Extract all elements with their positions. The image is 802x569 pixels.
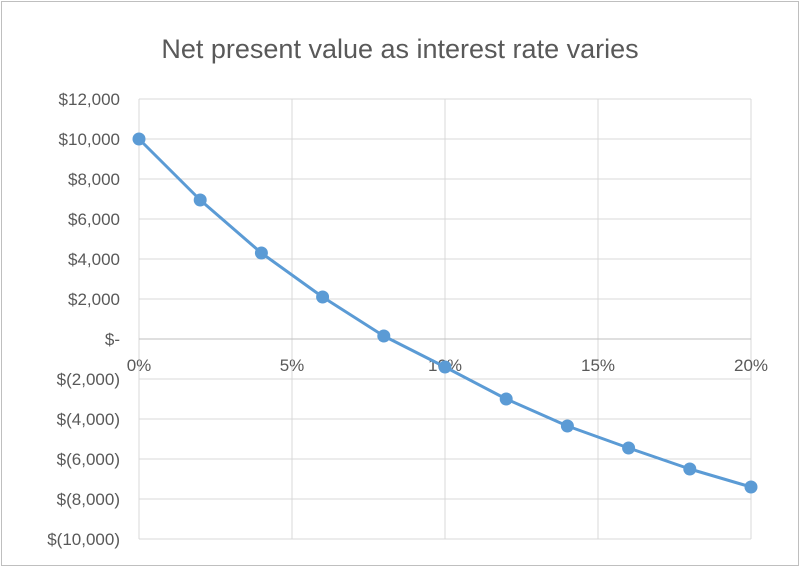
y-tick-label: $-: [105, 330, 120, 349]
data-point: [132, 132, 146, 146]
y-tick-label: $(6,000): [57, 450, 120, 469]
x-tick-label: 0%: [127, 356, 152, 375]
data-point: [193, 193, 207, 207]
x-tick-label: 15%: [581, 356, 615, 375]
y-tick-label: $2,000: [68, 290, 120, 309]
x-tick-label: 20%: [734, 356, 768, 375]
data-point: [499, 392, 513, 406]
data-point: [744, 480, 758, 494]
data-point: [254, 246, 268, 260]
chart-title: Net present value as interest rate varie…: [161, 34, 638, 64]
y-tick-label: $8,000: [68, 170, 120, 189]
data-point: [622, 441, 636, 455]
data-point: [438, 360, 452, 374]
y-tick-label: $6,000: [68, 210, 120, 229]
y-axis-ticks: $12,000 $10,000 $8,000 $6,000 $4,000 $2,000 $-…: [47, 90, 120, 549]
data-point: [316, 290, 330, 304]
y-tick-label: $12,000: [59, 90, 120, 109]
y-tick-label: $10,000: [59, 130, 120, 149]
y-tick-label: $(10,000): [47, 530, 120, 549]
data-point: [683, 462, 697, 476]
series: [132, 132, 758, 494]
data-point: [377, 329, 391, 343]
gridlines: [138, 98, 752, 540]
data-point: [560, 419, 574, 433]
y-tick-label: $(8,000): [57, 490, 120, 509]
y-tick-label: $(2,000): [57, 370, 120, 389]
x-tick-label: 5%: [280, 356, 305, 375]
y-tick-label: $(4,000): [57, 410, 120, 429]
y-tick-label: $4,000: [68, 250, 120, 269]
